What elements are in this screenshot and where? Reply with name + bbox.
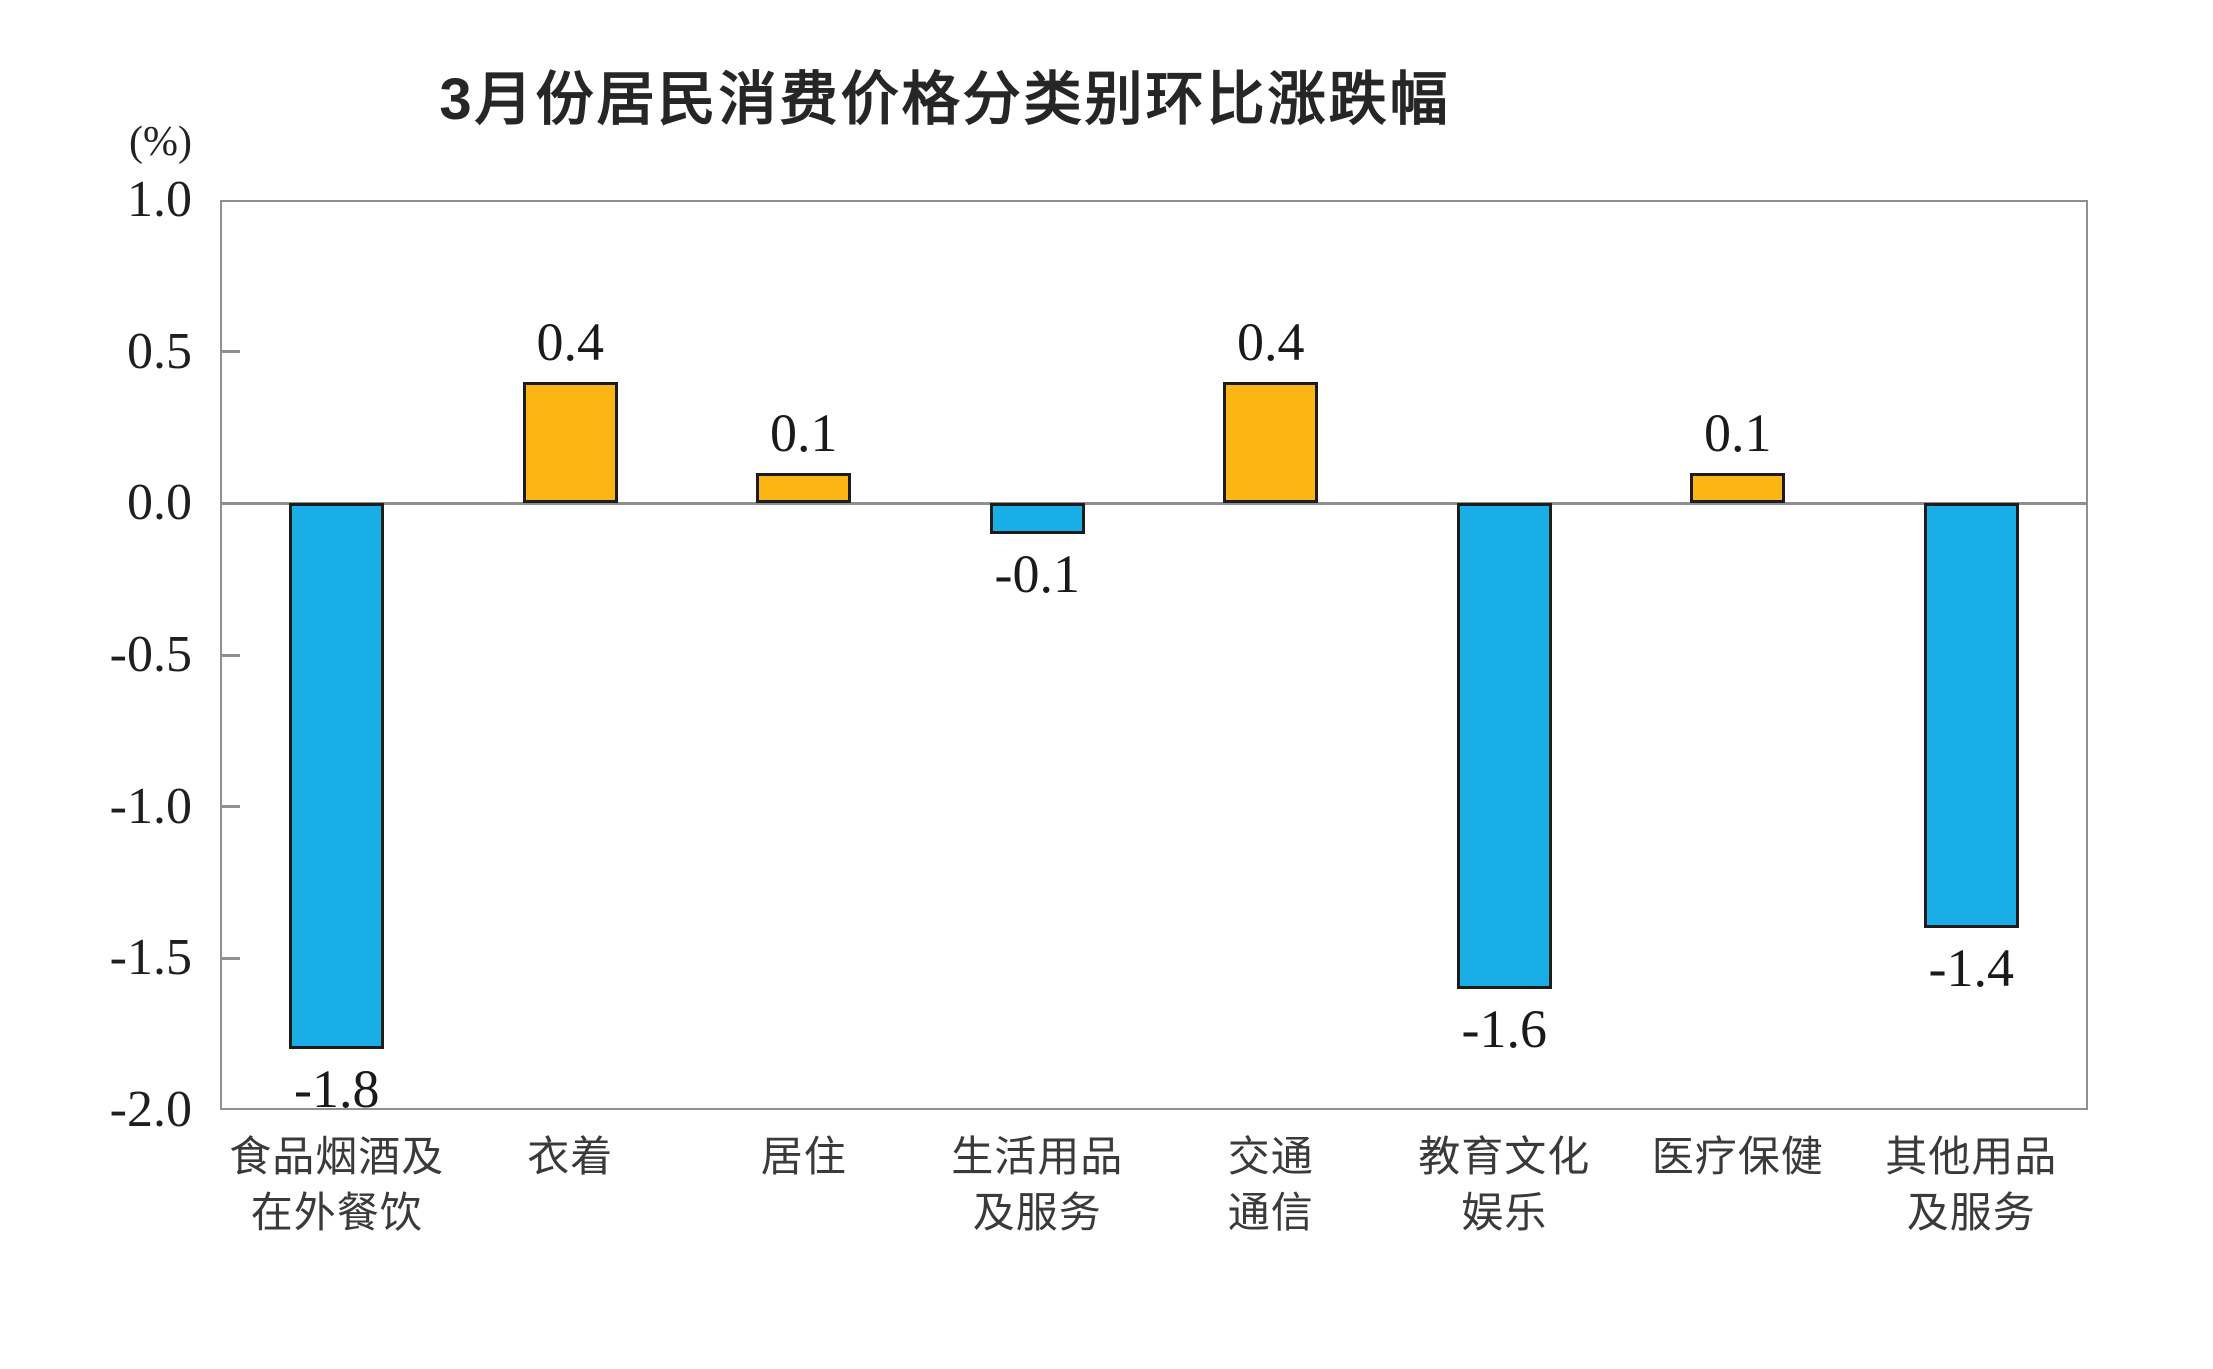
chart-title: 3月份居民消费价格分类别环比涨跌幅 [439, 67, 1451, 132]
y-tick-label: 1.0 [127, 171, 192, 228]
x-category-label: 居住 [760, 1135, 847, 1181]
axis-tick [222, 350, 240, 354]
x-category-label: 生活用品 及服务 [951, 1135, 1124, 1237]
bar-value-label: 0.1 [1704, 403, 1772, 463]
axis-tick [222, 956, 240, 960]
axis-tick [222, 653, 240, 657]
bar-value-label: -1.4 [1928, 938, 2014, 998]
bar [1456, 503, 1552, 989]
x-category-label: 教育文化 娱乐 [1418, 1135, 1591, 1237]
y-axis-unit-label: (%) [129, 119, 192, 165]
zero-line [222, 501, 2086, 505]
x-category-label: 衣着 [527, 1135, 614, 1181]
bar-value-label: -0.1 [994, 543, 1080, 604]
x-category-label: 食品烟酒及 在外餐饮 [229, 1135, 445, 1237]
y-tick-label: 0.0 [127, 474, 192, 532]
bar-value-label: -1.8 [294, 1059, 380, 1120]
bar-value-label: 0.4 [1237, 312, 1305, 372]
axis-tick [222, 805, 240, 809]
plot-area [220, 200, 2088, 1110]
y-tick-label: 0.5 [127, 322, 192, 380]
bar-value-label: 0.4 [536, 312, 605, 372]
bar [1690, 473, 1786, 504]
x-category-label: 其他用品 及服务 [1885, 1135, 2058, 1237]
y-tick-label: -0.5 [109, 626, 192, 683]
y-tick-label: -1.0 [109, 777, 192, 835]
x-category-label: 医疗保健 [1651, 1135, 1824, 1181]
bar [1923, 503, 2019, 928]
bar-value-label: 0.1 [770, 403, 838, 463]
y-tick-label: -2.0 [109, 1081, 192, 1138]
x-category-label: 交通 通信 [1227, 1135, 1314, 1237]
bar [989, 503, 1085, 534]
bar [522, 382, 618, 504]
bar [1223, 382, 1319, 504]
bar [289, 503, 385, 1050]
bar [756, 473, 852, 504]
y-tick-label: -1.5 [109, 929, 192, 987]
bar-value-label: -1.6 [1461, 998, 1547, 1059]
